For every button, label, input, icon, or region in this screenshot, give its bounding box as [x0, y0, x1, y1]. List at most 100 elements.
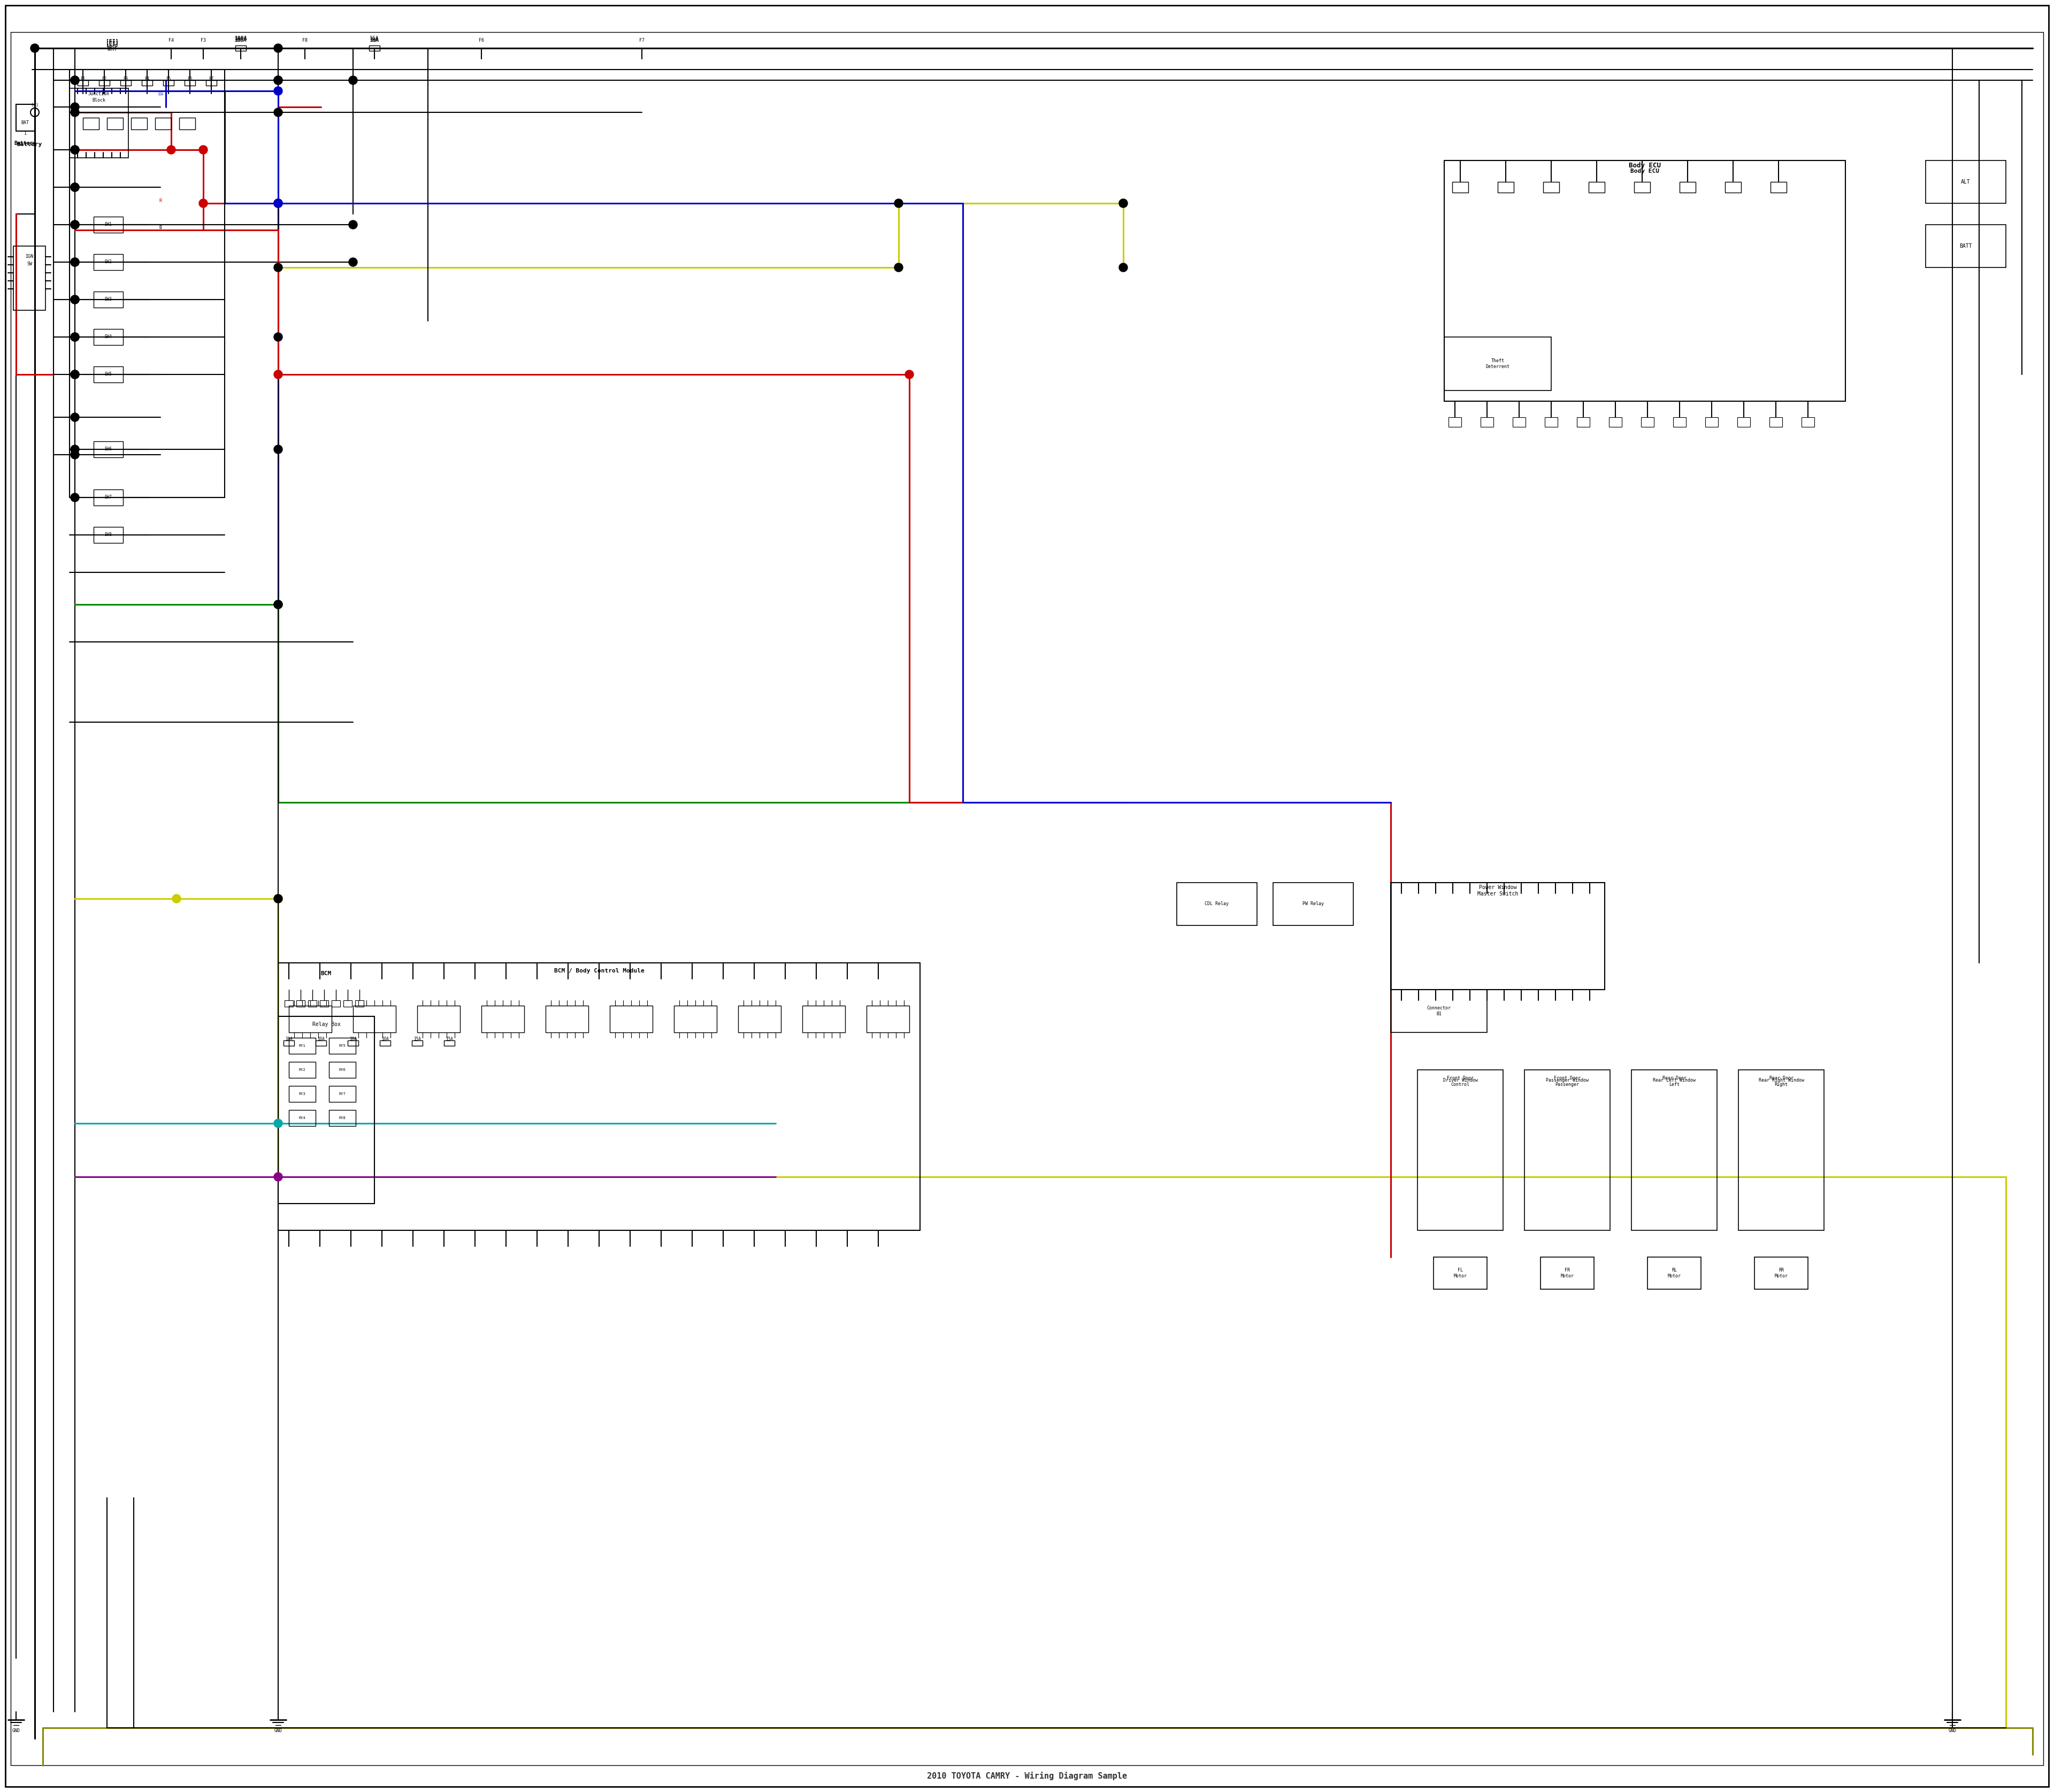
Bar [1497, 181, 1514, 192]
Bar [283, 1041, 294, 1047]
Circle shape [70, 444, 80, 453]
Bar [1680, 181, 1697, 192]
Bar [1927, 224, 2007, 267]
Text: Connector
B1: Connector B1 [1428, 1005, 1450, 1016]
Text: 100A: 100A [236, 38, 246, 43]
Text: RY1: RY1 [298, 1045, 306, 1047]
Text: RY6: RY6 [339, 1068, 345, 1072]
Bar [94, 254, 123, 271]
Circle shape [273, 444, 283, 453]
Bar [236, 45, 246, 50]
Bar [1674, 418, 1686, 426]
Circle shape [273, 894, 283, 903]
Text: BAT: BAT [21, 120, 29, 125]
Circle shape [70, 371, 80, 378]
Text: F3: F3 [201, 38, 205, 43]
Text: SW8: SW8 [105, 532, 111, 538]
Circle shape [273, 43, 283, 52]
Bar [1177, 883, 1257, 925]
Circle shape [70, 258, 80, 267]
Text: Rear Left Window: Rear Left Window [1653, 1079, 1697, 1082]
Text: 15A: 15A [446, 1038, 454, 1041]
Bar [1705, 418, 1717, 426]
Text: Right: Right [1775, 1082, 1787, 1086]
Text: RY3: RY3 [298, 1093, 306, 1095]
Bar [277, 1016, 374, 1204]
Circle shape [70, 333, 80, 340]
Bar [1738, 418, 1750, 426]
Bar [107, 118, 123, 129]
Bar [290, 1038, 316, 1054]
Circle shape [273, 199, 283, 208]
Text: Battery: Battery [14, 142, 37, 145]
Text: Battery: Battery [16, 142, 41, 147]
Circle shape [273, 199, 283, 208]
Bar [803, 1005, 844, 1032]
Text: F2: F2 [103, 77, 107, 81]
Circle shape [70, 450, 80, 459]
Text: 10A: 10A [316, 1038, 325, 1041]
Text: F6: F6 [479, 38, 485, 43]
Text: Front Door: Front Door [1446, 1075, 1473, 1081]
Bar [1635, 181, 1649, 192]
Bar [94, 366, 123, 382]
Bar [444, 1041, 454, 1047]
Bar [179, 118, 195, 129]
Bar [1545, 418, 1557, 426]
Text: Relay Box: Relay Box [312, 1021, 341, 1027]
Text: 100A: 100A [234, 36, 246, 41]
Circle shape [70, 412, 80, 421]
Text: CDL Relay: CDL Relay [1206, 901, 1228, 907]
Bar [329, 1109, 355, 1125]
Text: PW Relay: PW Relay [1302, 901, 1325, 907]
Bar [1444, 337, 1551, 391]
Bar [94, 527, 123, 543]
Text: IGN: IGN [25, 254, 33, 260]
Bar [1768, 418, 1783, 426]
Text: FL
Motor: FL Motor [1454, 1269, 1467, 1278]
Text: RL
Motor: RL Motor [1668, 1269, 1680, 1278]
Bar [185, 81, 195, 86]
Bar [737, 1005, 781, 1032]
Bar [329, 1086, 355, 1102]
Text: 10A: 10A [382, 1038, 388, 1041]
Circle shape [273, 371, 283, 378]
Bar [546, 1005, 587, 1032]
Bar [142, 81, 152, 86]
Text: GND: GND [273, 1727, 281, 1733]
Text: SW5: SW5 [105, 373, 111, 376]
Text: [EI]: [EI] [107, 39, 119, 45]
Circle shape [893, 199, 904, 208]
Circle shape [70, 145, 80, 154]
Text: 15A: 15A [413, 1038, 421, 1041]
Text: 10A: 10A [349, 1038, 357, 1041]
Text: SW6: SW6 [105, 446, 111, 452]
Circle shape [1119, 199, 1128, 208]
Bar [1647, 1256, 1701, 1288]
Circle shape [70, 296, 80, 305]
Text: [EI]: [EI] [107, 41, 119, 47]
Bar [1391, 989, 1487, 1032]
Text: BCM: BCM [320, 971, 331, 977]
Text: F1: F1 [80, 77, 86, 81]
Text: Left: Left [1668, 1082, 1680, 1086]
Text: RY4: RY4 [298, 1116, 306, 1120]
Bar [316, 1041, 327, 1047]
Circle shape [70, 258, 80, 267]
Bar [343, 1000, 351, 1007]
Bar [94, 217, 123, 233]
Text: SW: SW [27, 262, 33, 267]
Bar [1540, 1256, 1594, 1288]
Circle shape [1119, 263, 1128, 272]
Circle shape [273, 333, 283, 340]
Text: F8: F8 [302, 38, 308, 43]
Circle shape [70, 333, 80, 340]
Bar [674, 1005, 717, 1032]
Circle shape [273, 1118, 283, 1127]
Circle shape [70, 75, 80, 84]
Text: F6: F6 [187, 77, 193, 81]
Bar [1481, 418, 1493, 426]
Text: 100A: 100A [234, 38, 246, 43]
Bar [296, 1000, 304, 1007]
Text: Junction: Junction [88, 91, 109, 97]
